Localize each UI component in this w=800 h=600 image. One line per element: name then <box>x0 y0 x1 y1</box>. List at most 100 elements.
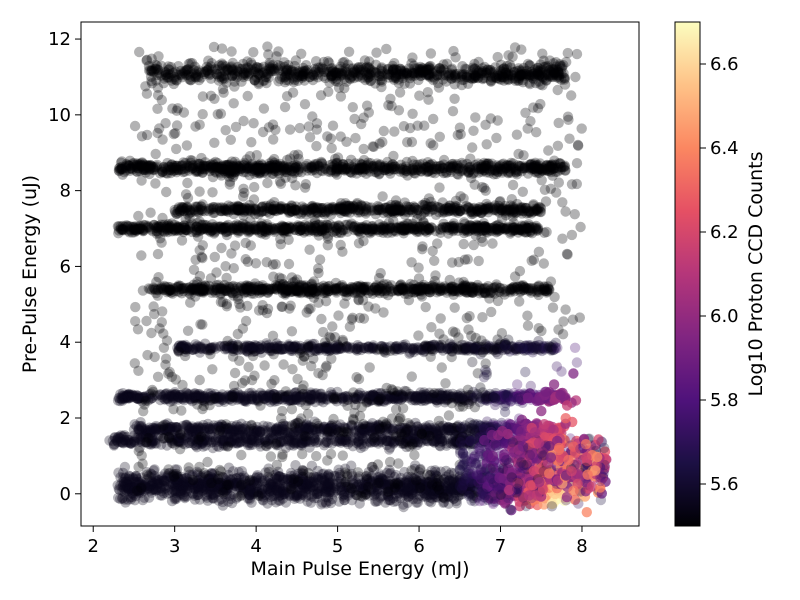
scatter-point <box>456 79 467 91</box>
scatter-point <box>330 67 342 78</box>
scatter-point <box>436 64 447 76</box>
scatter-point <box>388 74 400 85</box>
scatter-point <box>326 66 337 77</box>
scatter-point <box>513 63 524 74</box>
scatter-point <box>365 75 376 86</box>
scatter-point <box>411 392 422 403</box>
scatter-point <box>158 78 169 89</box>
scatter-point <box>199 68 210 80</box>
scatter-point <box>437 74 449 85</box>
scatter-point <box>393 74 404 85</box>
scatter-point <box>524 77 535 89</box>
scatter-point <box>382 69 394 81</box>
scatter-point <box>297 69 308 80</box>
scatter-point <box>513 73 524 84</box>
scatter-point <box>394 63 406 74</box>
scatter-point <box>240 69 251 81</box>
scatter-point <box>547 64 558 75</box>
scatter-point <box>298 62 309 74</box>
scatter-point <box>488 66 499 78</box>
scatter-point <box>552 70 563 81</box>
scatter-point <box>148 65 159 76</box>
scatter-point <box>180 65 191 76</box>
scatter-point <box>120 162 131 174</box>
scatter-point <box>469 58 480 70</box>
scatter-point <box>438 59 449 70</box>
scatter-point <box>350 220 361 231</box>
scatter-point <box>345 63 356 74</box>
scatter-point <box>145 65 156 76</box>
scatter-point <box>365 69 376 80</box>
scatter-point <box>534 70 545 81</box>
scatter-point <box>479 165 490 176</box>
scatter-point <box>468 64 479 75</box>
scatter-point <box>476 66 488 77</box>
scatter-point <box>297 70 309 82</box>
scatter-point <box>532 68 543 79</box>
scatter-point <box>516 69 527 81</box>
scatter-point <box>326 63 337 74</box>
scatter-point <box>370 59 382 70</box>
scatter-point <box>232 61 243 73</box>
scatter-point <box>544 71 555 83</box>
scatter-point <box>415 70 427 81</box>
scatter-point <box>531 395 543 407</box>
scatter-point <box>218 72 229 84</box>
scatter-point <box>189 68 200 79</box>
scatter-point <box>395 63 406 75</box>
scatter-point <box>177 68 188 79</box>
scatter-point <box>399 78 410 89</box>
scatter-point <box>452 68 463 80</box>
scatter-point <box>173 60 184 72</box>
scatter-point <box>253 78 264 90</box>
scatter-point <box>190 72 202 83</box>
scatter-point <box>370 67 381 79</box>
scatter-point <box>407 69 418 80</box>
scatter-point <box>318 66 330 77</box>
scatter-point <box>146 64 158 75</box>
scatter-point <box>444 69 455 81</box>
scatter-point <box>445 68 456 79</box>
scatter-point <box>535 67 546 78</box>
scatter-point <box>417 67 428 78</box>
scatter-point <box>468 72 480 84</box>
scatter-point <box>411 159 423 170</box>
scatter-point <box>415 66 426 77</box>
scatter-point <box>467 68 479 79</box>
scatter-point <box>420 65 431 76</box>
scatter-point <box>279 57 290 68</box>
scatter-point <box>190 390 202 401</box>
scatter-point <box>463 72 475 84</box>
scatter-point <box>390 67 402 79</box>
scatter-point <box>462 78 474 90</box>
scatter-point <box>510 75 521 87</box>
scatter-point <box>253 77 264 88</box>
scatter-point <box>434 285 446 297</box>
scatter-point <box>161 72 173 83</box>
scatter-point <box>165 61 177 73</box>
scatter-point <box>345 73 356 85</box>
scatter-point <box>404 73 416 84</box>
scatter-point <box>384 69 396 81</box>
scatter-point <box>320 282 332 293</box>
scatter-point <box>357 64 368 76</box>
scatter-point <box>333 220 345 232</box>
scatter-point <box>558 59 569 71</box>
scatter-point <box>315 165 326 176</box>
scatter-point <box>414 68 425 79</box>
scatter-point <box>152 69 163 81</box>
scatter-point <box>537 71 548 83</box>
scatter-point <box>550 63 561 74</box>
scatter-point <box>344 72 355 84</box>
scatter-point <box>302 64 313 76</box>
scatter-point <box>503 69 514 81</box>
scatter-point <box>219 73 230 85</box>
scatter-point <box>390 72 402 84</box>
scatter-point <box>163 64 175 75</box>
scatter-point <box>292 75 304 87</box>
scatter-point <box>407 67 418 78</box>
scatter-point <box>146 78 158 89</box>
scatter-point <box>518 62 529 74</box>
scatter-point <box>280 67 292 78</box>
